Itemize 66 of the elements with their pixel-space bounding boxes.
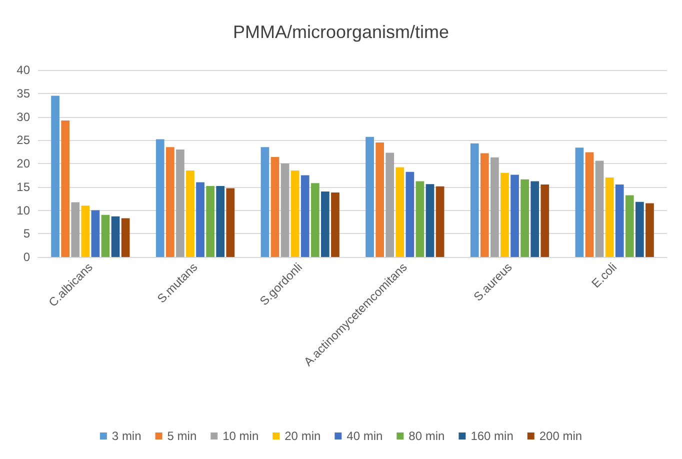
bar: [470, 143, 479, 257]
bar: [520, 179, 529, 257]
bar: [176, 149, 184, 257]
bar: [625, 195, 634, 257]
bar: [310, 183, 320, 257]
y-tick-label: 30: [16, 110, 30, 124]
bar: [530, 181, 540, 257]
bar: [426, 184, 434, 257]
y-tick-label: 20: [16, 156, 30, 170]
bar: [260, 147, 270, 257]
bar: [320, 192, 330, 257]
bar: [121, 218, 130, 257]
bar: [490, 157, 499, 257]
legend-label: 40 min: [346, 429, 383, 443]
legend-label: 200 min: [539, 429, 582, 443]
bar: [51, 96, 60, 257]
bar: [280, 164, 290, 257]
bar: [186, 170, 194, 257]
bar: [166, 147, 174, 257]
y-tick-label: 25: [16, 133, 30, 148]
bar: [71, 202, 80, 257]
y-tick-label: 40: [16, 63, 30, 77]
bar: [605, 178, 614, 257]
bar: [226, 188, 235, 257]
bar: [81, 206, 90, 257]
bar: [61, 120, 70, 257]
bar: [196, 182, 204, 257]
bar: [416, 181, 424, 257]
bar: [331, 192, 340, 257]
legend-label: 3 min: [112, 429, 142, 443]
bar: [510, 174, 519, 257]
bar: [540, 184, 550, 257]
bar: [300, 175, 310, 257]
bar: [111, 216, 120, 257]
y-tick-label: 5: [23, 226, 30, 241]
bar: [500, 172, 509, 257]
bar: [206, 186, 214, 257]
y-tick-label: 0: [23, 250, 30, 264]
legend-label: 160 min: [470, 429, 514, 443]
y-tick-label: 15: [16, 180, 30, 194]
bar: [396, 167, 404, 257]
legend-label: 80 min: [408, 429, 445, 443]
bar: [216, 186, 225, 257]
bar: [386, 152, 394, 257]
y-tick-label: 10: [16, 203, 30, 218]
bar: [406, 172, 414, 257]
bar: [646, 203, 654, 257]
bar: [436, 186, 444, 257]
bar: [376, 142, 384, 257]
legend-label: 20 min: [284, 429, 321, 443]
bar: [270, 156, 280, 257]
y-tick-label: 35: [16, 86, 30, 100]
bar: [635, 202, 644, 257]
bar: [615, 184, 624, 257]
bar: [156, 139, 164, 257]
bar: [480, 153, 489, 257]
bar: [575, 148, 584, 257]
legend-label: 10 min: [222, 429, 259, 443]
bar: [366, 136, 374, 257]
chart-title: PMMA/microorganism/time: [232, 22, 450, 42]
bar: [585, 152, 594, 257]
bar: [595, 160, 604, 257]
legend-label: 5 min: [167, 429, 197, 443]
bar: [91, 210, 100, 257]
bar: [101, 214, 110, 257]
bar: [290, 170, 300, 257]
